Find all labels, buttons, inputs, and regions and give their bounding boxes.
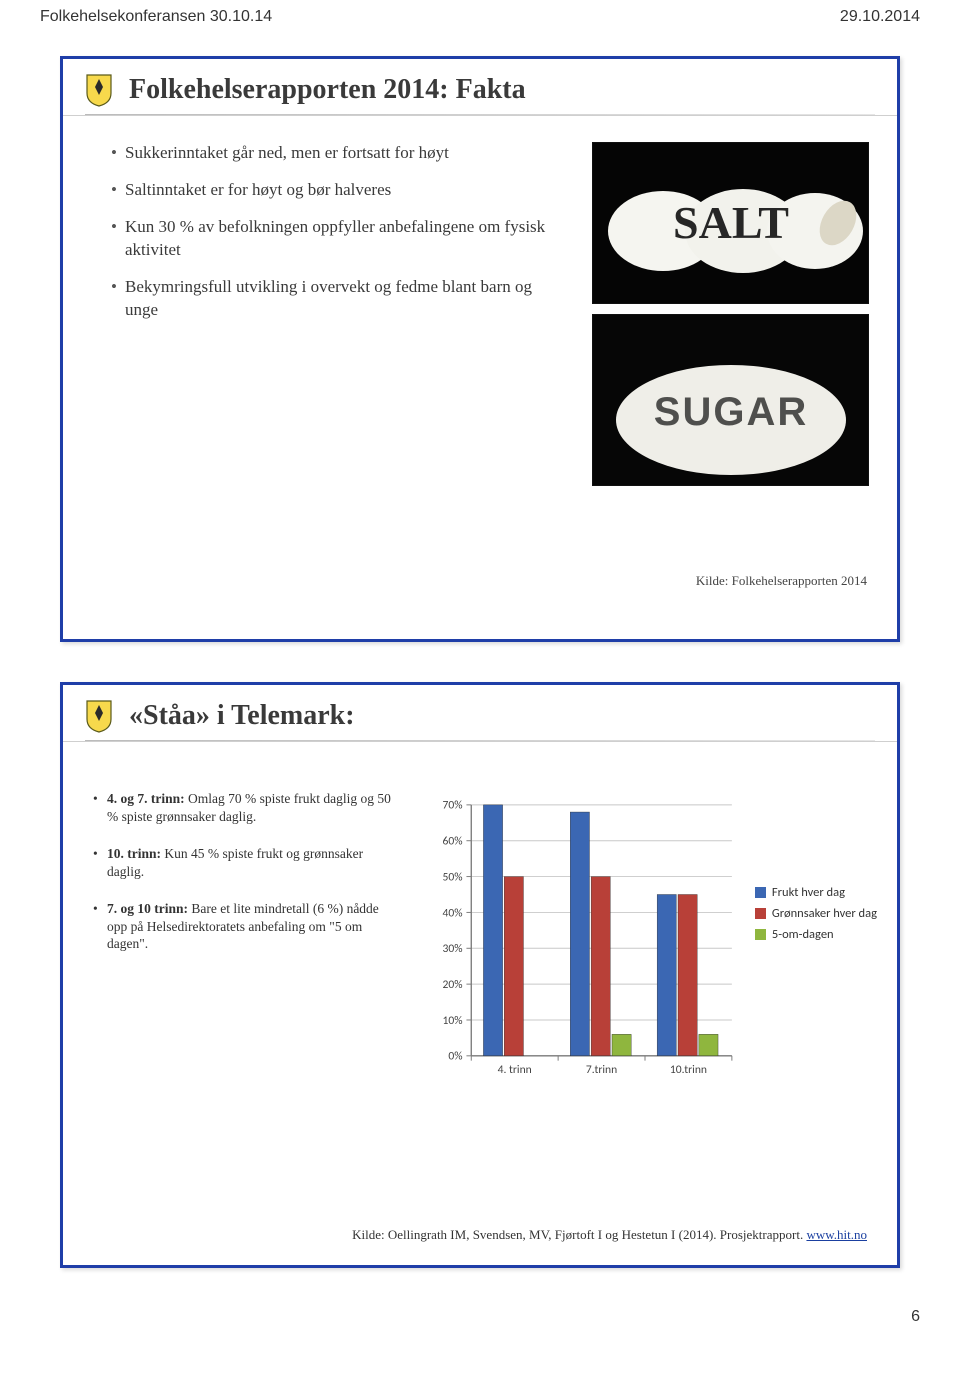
slide2-body: 4. og 7. trinn: Omlag 70 % spiste frukt … (63, 742, 897, 1116)
slide2-kilde: Kilde: Oellingrath IM, Svendsen, MV, Fjø… (352, 1227, 867, 1243)
page-number: 6 (0, 1308, 960, 1336)
legend-item: Grønnsaker hver dag (755, 906, 877, 921)
sugar-photo: SUGAR (592, 314, 869, 486)
bullet: Kun 30 % av befolkningen oppfyller anbef… (111, 216, 562, 262)
slide1-bullets: Sukkerinntaket går ned, men er fortsatt … (93, 142, 562, 486)
bullet: 10. trinn: Kun 45 % spiste frukt og grøn… (93, 845, 393, 880)
bullet: Saltinntaket er for høyt og bør halveres (111, 179, 562, 202)
slide1-kilde: Kilde: Folkehelserapporten 2014 (696, 573, 867, 589)
shield-icon (85, 73, 113, 107)
slide1-header: Folkehelserapporten 2014: Fakta (63, 59, 897, 116)
kilde-link[interactable]: www.hit.no (806, 1227, 867, 1242)
bullet: 4. og 7. trinn: Omlag 70 % spiste frukt … (93, 790, 393, 825)
shield-icon (85, 699, 113, 733)
header-left: Folkehelsekonferansen 30.10.14 (40, 8, 272, 26)
bar-chart: 0% 10% 20% 30% 40% 50% 60% 70% 4. trinn 7.trinn 10… (423, 790, 867, 1090)
slide1-title: Folkehelserapporten 2014: Fakta (129, 74, 526, 106)
svg-text:0%: 0% (448, 1050, 462, 1064)
svg-text:10%: 10% (443, 1014, 463, 1028)
slide2-header: «Ståa» i Telemark: (63, 685, 897, 742)
svg-text:SALT: SALT (673, 197, 789, 248)
slide-2: «Ståa» i Telemark: 4. og 7. trinn: Omlag… (60, 682, 900, 1268)
bullet: Bekymringsfull utvikling i overvekt og f… (111, 276, 562, 322)
svg-text:60%: 60% (443, 835, 463, 849)
page-header: Folkehelsekonferansen 30.10.14 29.10.201… (0, 0, 960, 26)
svg-text:SUGAR: SUGAR (654, 390, 808, 434)
slide1-body: Sukkerinntaket går ned, men er fortsatt … (63, 116, 897, 512)
header-right: 29.10.2014 (840, 8, 920, 26)
slide1-photos: SALT SUGAR (592, 142, 867, 486)
svg-text:7.trinn: 7.trinn (586, 1063, 617, 1077)
svg-text:30%: 30% (443, 942, 463, 956)
bullet: Sukkerinntaket går ned, men er fortsatt … (111, 142, 562, 165)
slide-1: Folkehelserapporten 2014: Fakta Sukkerin… (60, 56, 900, 642)
bullet: 7. og 10 trinn: Bare et lite mindretall … (93, 900, 393, 953)
svg-text:4. trinn: 4. trinn (498, 1063, 532, 1077)
slide2-title: «Ståa» i Telemark: (129, 700, 355, 732)
svg-text:10.trinn: 10.trinn (670, 1063, 707, 1077)
chart-legend: Frukt hver dag Grønnsaker hver dag 5-om-da… (755, 885, 877, 948)
svg-text:40%: 40% (443, 906, 463, 920)
svg-text:50%: 50% (443, 870, 463, 884)
legend-item: Frukt hver dag (755, 885, 877, 900)
legend-item: 5-om-dagen (755, 927, 877, 942)
svg-text:20%: 20% (443, 978, 463, 992)
svg-text:70%: 70% (443, 799, 463, 813)
slide2-bullets: 4. og 7. trinn: Omlag 70 % spiste frukt … (93, 790, 393, 973)
kilde-text: Kilde: Oellingrath IM, Svendsen, MV, Fjø… (352, 1227, 806, 1242)
salt-photo: SALT (592, 142, 869, 304)
